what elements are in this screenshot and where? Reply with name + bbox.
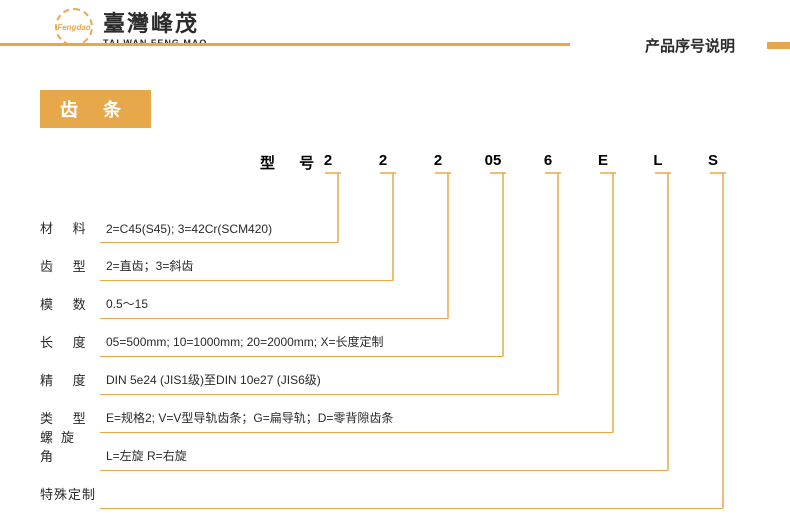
logo-icon-text: Fengdao [57, 23, 90, 32]
code-label: 型 号 [260, 152, 324, 173]
spec-value: DIN 5e24 (JIS1级)至DIN 10e27 (JIS6级) [100, 371, 558, 395]
spec-value: L=左旋 R=右旋 [100, 447, 668, 471]
spec-label: 模 数 [40, 294, 100, 319]
code-char-0: 2 [318, 152, 338, 169]
code-char-6: L [648, 152, 668, 169]
code-char-3: 05 [483, 152, 503, 169]
spec-row-7: 特殊定制 [40, 471, 723, 509]
spec-value [100, 488, 723, 509]
spec-label: 螺旋角 [40, 427, 100, 471]
header-title: 产品序号说明 [645, 35, 735, 56]
spec-value: 0.5～15 [100, 295, 448, 319]
spec-row-5: 类 型E=规格2; V=V型导轨齿条；G=扁导轨；D=零背隙齿条 [40, 395, 723, 433]
spec-label: 特殊定制 [40, 484, 100, 509]
header-rule-left [0, 43, 570, 46]
logo-area: Fengdao 臺灣峰茂 TAI WAN FENG MAO [55, 6, 207, 48]
spec-label: 精 度 [40, 370, 100, 395]
code-char-1: 2 [373, 152, 393, 169]
header: Fengdao 臺灣峰茂 TAI WAN FENG MAO 产品序号说明 [0, 0, 790, 70]
spec-row-6: 螺旋角L=左旋 R=右旋 [40, 433, 723, 471]
spec-value: 05=500mm; 10=1000mm; 20=2000mm; X=长度定制 [100, 333, 503, 357]
spec-label: 长 度 [40, 332, 100, 357]
spec-row-0: 材 料2=C45(S45); 3=42Cr(SCM420) [40, 205, 723, 243]
spec-value: E=规格2; V=V型导轨齿条；G=扁导轨；D=零背隙齿条 [100, 409, 613, 433]
code-char-2: 2 [428, 152, 448, 169]
spec-list: 材 料2=C45(S45); 3=42Cr(SCM420)齿 型2=直齿；3=斜… [40, 205, 723, 509]
spec-row-2: 模 数0.5～15 [40, 281, 723, 319]
section-badge: 齿 条 [40, 90, 151, 128]
spec-row-3: 长 度05=500mm; 10=1000mm; 20=2000mm; X=长度定… [40, 319, 723, 357]
spec-value: 2=直齿；3=斜齿 [100, 257, 393, 281]
spec-row-1: 齿 型2=直齿；3=斜齿 [40, 243, 723, 281]
spec-value: 2=C45(S45); 3=42Cr(SCM420) [100, 222, 338, 243]
code-char-4: 6 [538, 152, 558, 169]
code-char-5: E [593, 152, 613, 169]
code-char-7: S [703, 152, 723, 169]
spec-row-4: 精 度DIN 5e24 (JIS1级)至DIN 10e27 (JIS6级) [40, 357, 723, 395]
spec-label: 齿 型 [40, 256, 100, 281]
spec-label: 材 料 [40, 218, 100, 243]
logo-icon: Fengdao [55, 8, 93, 46]
brand-name-cn: 臺灣峰茂 [103, 6, 207, 38]
logo-text: 臺灣峰茂 TAI WAN FENG MAO [103, 6, 207, 48]
header-rule-right [767, 42, 790, 49]
